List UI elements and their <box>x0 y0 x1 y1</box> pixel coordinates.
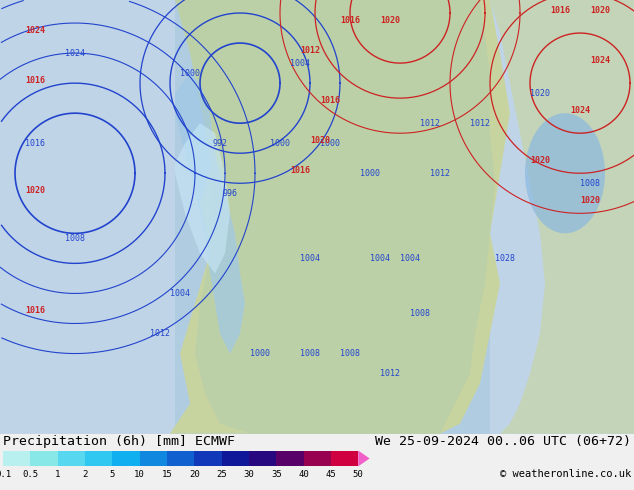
Text: 1020: 1020 <box>530 156 550 165</box>
Polygon shape <box>358 451 370 466</box>
Text: 1028: 1028 <box>495 254 515 263</box>
Text: 1012: 1012 <box>150 329 170 338</box>
Text: 1024: 1024 <box>570 106 590 115</box>
Text: 1008: 1008 <box>340 349 360 358</box>
Bar <box>85 451 112 466</box>
Text: 45: 45 <box>325 470 336 479</box>
Text: 1: 1 <box>55 470 60 479</box>
Text: 10: 10 <box>134 470 145 479</box>
Text: 1020: 1020 <box>310 136 330 145</box>
Text: 1000: 1000 <box>270 139 290 147</box>
Text: 1000: 1000 <box>360 169 380 178</box>
Text: 35: 35 <box>271 470 281 479</box>
Text: 1016: 1016 <box>25 306 45 315</box>
Text: 1016: 1016 <box>25 75 45 85</box>
Text: Precipitation (6h) [mm] ECMWF: Precipitation (6h) [mm] ECMWF <box>3 435 235 448</box>
Text: 1024: 1024 <box>25 25 45 35</box>
Text: 1016: 1016 <box>25 139 45 147</box>
Text: 1004: 1004 <box>290 59 310 68</box>
Bar <box>112 451 139 466</box>
Text: 1020: 1020 <box>25 186 45 195</box>
Text: 1008: 1008 <box>65 234 85 243</box>
Text: 1012: 1012 <box>420 119 440 128</box>
Text: 30: 30 <box>243 470 254 479</box>
Text: 1000: 1000 <box>180 69 200 77</box>
Text: 2: 2 <box>82 470 87 479</box>
Polygon shape <box>170 0 510 434</box>
Polygon shape <box>175 123 230 273</box>
Text: We 25-09-2024 00..06 UTC (06+72): We 25-09-2024 00..06 UTC (06+72) <box>375 435 631 448</box>
Bar <box>58 451 85 466</box>
Polygon shape <box>175 73 245 353</box>
Bar <box>139 451 167 466</box>
Text: 20: 20 <box>189 470 200 479</box>
Text: 40: 40 <box>298 470 309 479</box>
Text: 0.5: 0.5 <box>22 470 39 479</box>
Text: 1020: 1020 <box>380 16 400 24</box>
Text: 1016: 1016 <box>340 16 360 24</box>
Text: 1008: 1008 <box>410 309 430 318</box>
Bar <box>30 451 58 466</box>
Text: 1020: 1020 <box>580 196 600 205</box>
Bar <box>3 451 30 466</box>
Text: 1004: 1004 <box>170 289 190 298</box>
Text: 1024: 1024 <box>590 55 610 65</box>
Polygon shape <box>175 0 495 434</box>
Text: 1008: 1008 <box>300 349 320 358</box>
Text: 1012: 1012 <box>470 119 490 128</box>
Text: 1016: 1016 <box>320 96 340 105</box>
Text: 1020: 1020 <box>590 5 610 15</box>
Bar <box>222 451 249 466</box>
Bar <box>0 0 175 434</box>
Text: 1004: 1004 <box>300 254 320 263</box>
Polygon shape <box>490 0 634 434</box>
Text: 5: 5 <box>110 470 115 479</box>
Text: 1016: 1016 <box>550 5 570 15</box>
Text: 1000: 1000 <box>320 139 340 147</box>
Text: 996: 996 <box>223 189 238 198</box>
Text: 1020: 1020 <box>530 89 550 98</box>
Text: 1008: 1008 <box>580 179 600 188</box>
Bar <box>331 451 358 466</box>
Text: 50: 50 <box>353 470 363 479</box>
Text: 1024: 1024 <box>65 49 85 58</box>
Text: 1012: 1012 <box>300 46 320 54</box>
Text: 1004: 1004 <box>370 254 390 263</box>
Text: 1012: 1012 <box>380 369 400 378</box>
Bar <box>249 451 276 466</box>
Text: © weatheronline.co.uk: © weatheronline.co.uk <box>500 469 631 479</box>
Bar <box>195 451 222 466</box>
Text: 1004: 1004 <box>400 254 420 263</box>
Text: 1012: 1012 <box>430 169 450 178</box>
Text: 992: 992 <box>212 139 228 147</box>
Text: 25: 25 <box>216 470 227 479</box>
Text: 0.1: 0.1 <box>0 470 11 479</box>
Bar <box>490 0 634 434</box>
Text: 1000: 1000 <box>250 349 270 358</box>
Bar <box>276 451 304 466</box>
Bar <box>167 451 195 466</box>
Ellipse shape <box>525 113 605 233</box>
Text: 15: 15 <box>162 470 172 479</box>
Bar <box>304 451 331 466</box>
Text: 1016: 1016 <box>290 166 310 175</box>
